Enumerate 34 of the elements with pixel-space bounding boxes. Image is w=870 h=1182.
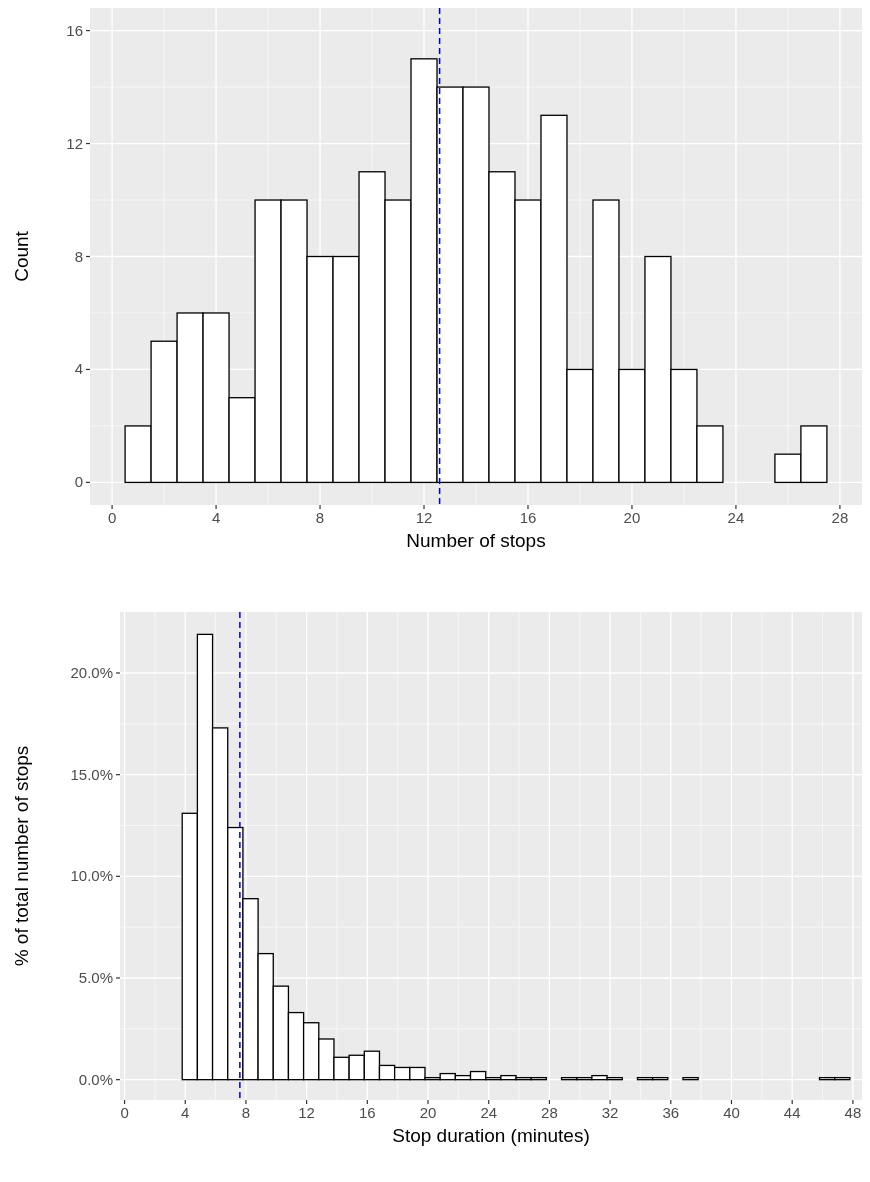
x-tick-label: 16 — [519, 509, 537, 526]
y-tick-label: 0.0% — [78, 1070, 113, 1088]
y-tick-label: 16 — [66, 21, 83, 39]
y-axis-title: % of total number of stops — [11, 745, 32, 967]
x-tick-label: 40 — [723, 1104, 740, 1121]
y-axis-title: Count — [11, 230, 32, 282]
y-tick-label: 15.0% — [70, 765, 113, 783]
x-tick-label: 28 — [541, 1104, 558, 1121]
x-tick-label: 36 — [662, 1104, 680, 1121]
y-tick-label: 0 — [74, 473, 83, 491]
x-tick-label: 24 — [727, 509, 745, 526]
x-tick-label: 44 — [783, 1104, 801, 1121]
y-tick-label: 4 — [74, 360, 83, 378]
x-tick-label: 4 — [181, 1104, 190, 1121]
x-tick-label: 16 — [358, 1104, 376, 1121]
x-tick-label: 8 — [315, 509, 325, 526]
y-tick-label: 12 — [66, 134, 83, 152]
y-tick-label: 5.0% — [78, 969, 113, 986]
x-tick-label: 32 — [601, 1104, 619, 1121]
x-tick-label: 28 — [831, 509, 849, 526]
x-tick-label: 8 — [241, 1104, 251, 1121]
x-tick-label: 12 — [415, 509, 433, 526]
y-tick-label: 20.0% — [70, 664, 113, 681]
x-axis-title: Number of stops — [406, 530, 546, 551]
x-tick-label: 12 — [298, 1104, 315, 1121]
x-tick-label: 48 — [844, 1104, 862, 1121]
y-tick-label: 10.0% — [70, 867, 113, 885]
x-tick-label: 20 — [623, 509, 641, 526]
x-axis-title: Stop duration (minutes) — [392, 1125, 590, 1146]
x-tick-label: 24 — [480, 1104, 498, 1121]
x-tick-label: 20 — [419, 1104, 437, 1121]
x-tick-label: 0 — [120, 1104, 129, 1121]
y-tick-label: 8 — [74, 247, 83, 265]
x-tick-label: 4 — [211, 509, 221, 526]
